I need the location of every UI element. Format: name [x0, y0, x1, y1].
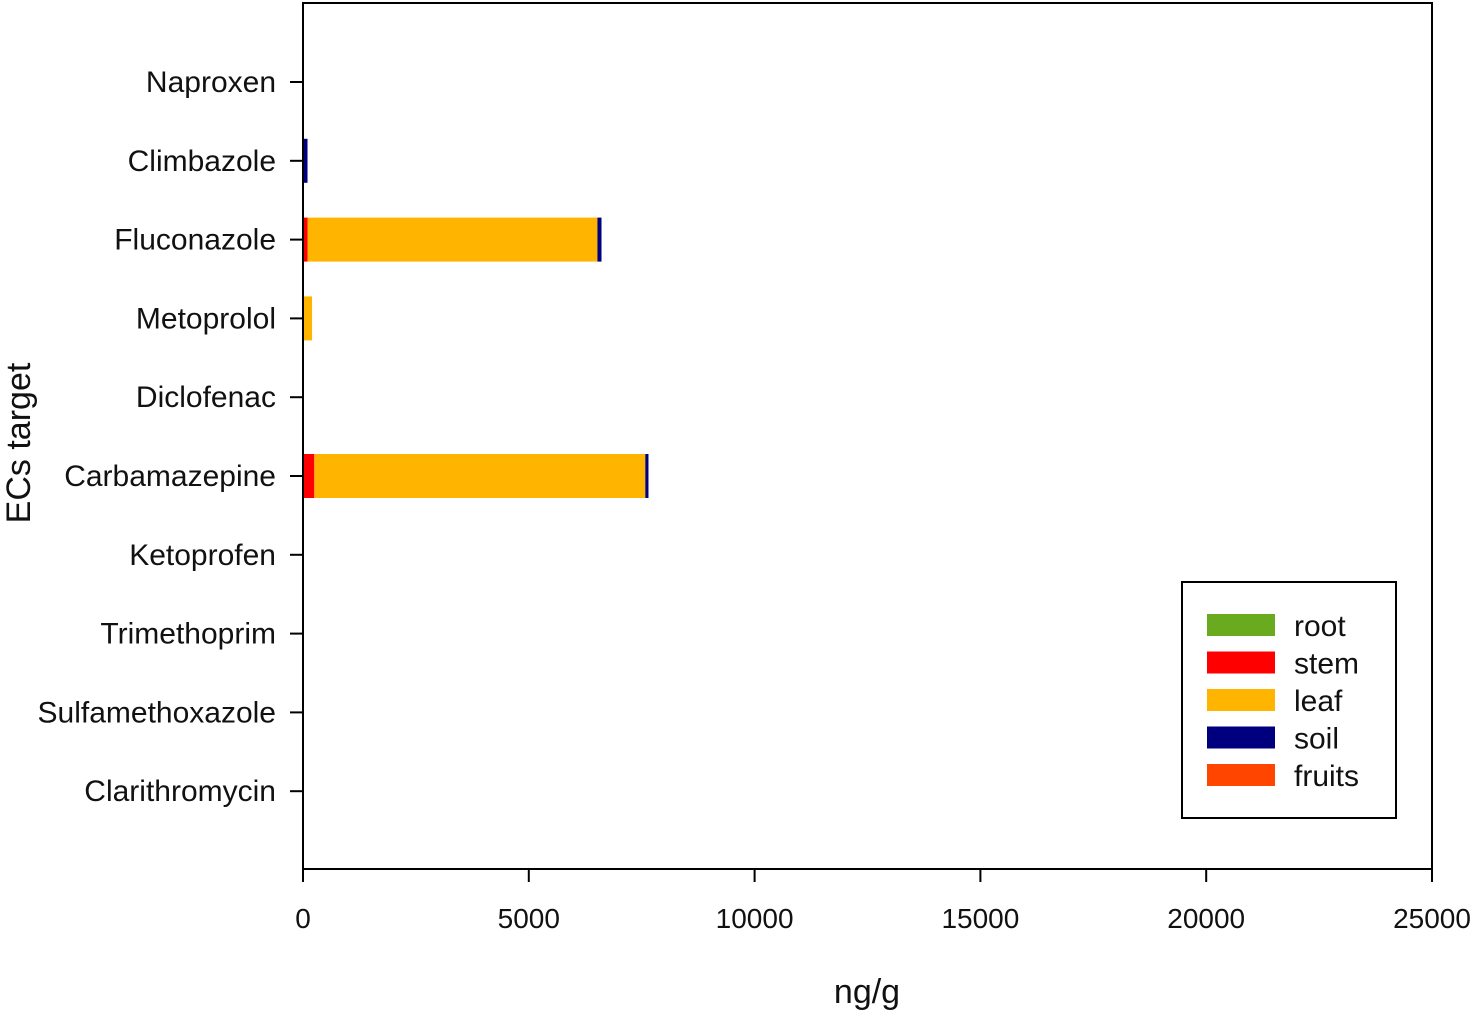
legend-swatch-fruits [1207, 764, 1275, 786]
bar-carbamazepine-soil [645, 454, 649, 498]
x-axis-title: ng/g [834, 973, 900, 1011]
legend-label-stem: stem [1294, 648, 1359, 681]
legend-swatch-stem [1207, 651, 1275, 674]
x-tick-label: 20000 [1167, 903, 1245, 934]
x-tick-label: 15000 [941, 903, 1019, 934]
category-label-naproxen: Naproxen [146, 66, 276, 99]
x-tick-label: 10000 [716, 903, 794, 934]
category-label-climbazole: Climbazole [128, 145, 276, 178]
plot-area-frame [302, 2, 1433, 870]
y-axis-title: ECs target [0, 362, 38, 523]
category-label-trimethoprim: Trimethoprim [100, 618, 276, 651]
category-label-sulfamethoxazole: Sulfamethoxazole [38, 696, 276, 729]
x-tick-label: 0 [295, 903, 311, 934]
legend-swatch-root [1207, 614, 1275, 636]
legend-label-leaf: leaf [1294, 685, 1343, 718]
bar-metoprolol-leaf [303, 296, 313, 341]
bar-climbazole-soil [303, 138, 308, 183]
category-label-metoprolol: Metoprolol [136, 302, 276, 335]
legend-swatch-leaf [1207, 689, 1275, 711]
legend-label-soil: soil [1294, 723, 1339, 756]
category-label-fluconazole: Fluconazole [114, 224, 276, 257]
x-tick-label: 25000 [1393, 903, 1471, 934]
category-label-carbamazepine: Carbamazepine [64, 460, 276, 493]
category-label-clarithromycin: Clarithromycin [84, 775, 276, 808]
bar-fluconazole-soil [597, 217, 602, 262]
y-axis: Naproxen Climbazole Fluconazole Metoprolol D… [38, 66, 303, 808]
bar-carbamazepine-stem [303, 454, 315, 498]
x-axis: 0 5000 10000 15000 20000 25000 [295, 869, 1471, 934]
legend: root stem leaf soil fruits [1181, 581, 1397, 819]
legend-swatch-soil [1207, 726, 1275, 749]
bars-layer [303, 138, 649, 498]
x-tick-label: 5000 [498, 903, 560, 934]
category-label-diclofenac: Diclofenac [136, 381, 276, 414]
bar-fluconazole-leaf [307, 217, 598, 262]
legend-label-fruits: fruits [1294, 760, 1359, 793]
bar-carbamazepine-leaf [314, 454, 646, 498]
legend-label-root: root [1294, 610, 1346, 643]
category-label-ketoprofen: Ketoprofen [129, 539, 276, 572]
bar-fluconazole-stem [303, 217, 308, 262]
